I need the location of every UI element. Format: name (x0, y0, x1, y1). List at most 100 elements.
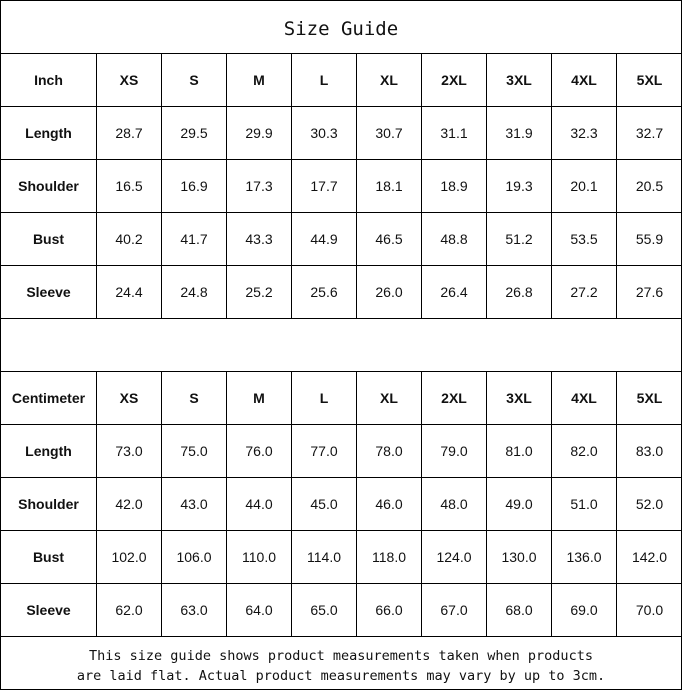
measurement-label: Shoulder (1, 160, 97, 212)
size-header: 2XL (422, 54, 487, 106)
table-row: Length 73.0 75.0 76.0 77.0 78.0 79.0 81.0 82.0 83… (1, 425, 682, 478)
measurement-value: 46.5 (357, 213, 422, 265)
table-row: Bust 102.0 106.0 110.0 114.0 118.0 124.0 130.0 1… (1, 531, 682, 584)
measurement-value: 53.5 (552, 213, 617, 265)
measurement-value: 65.0 (292, 584, 357, 636)
table-row: Length 28.7 29.5 29.9 30.3 30.7 31.1 31.9 32.3 32… (1, 107, 682, 160)
table-row: Shoulder 42.0 43.0 44.0 45.0 46.0 48.0 49.0 51.0… (1, 478, 682, 531)
size-header: XL (357, 372, 422, 424)
measurement-value: 27.2 (552, 266, 617, 318)
note-line-2: are laid flat. Actual product measuremen… (76, 668, 606, 684)
size-header: L (292, 372, 357, 424)
measurement-value: 25.2 (227, 266, 292, 318)
measurement-value: 28.7 (97, 107, 162, 159)
measurement-value: 64.0 (227, 584, 292, 636)
unit-header: Centimeter (1, 372, 97, 424)
table-spacer (1, 319, 681, 372)
table-row: Bust 40.2 41.7 43.3 44.9 46.5 48.8 51.2 53.5 55.9 (1, 213, 682, 266)
measurement-value: 124.0 (422, 531, 487, 583)
measurement-value: 19.3 (487, 160, 552, 212)
measurement-value: 51.2 (487, 213, 552, 265)
size-header: 5XL (636, 72, 663, 88)
size-header: S (162, 372, 227, 424)
measurement-label: Bust (1, 213, 97, 265)
size-header: S (162, 54, 227, 106)
measurement-value: 73.0 (97, 425, 162, 477)
measurement-value: 68.0 (487, 584, 552, 636)
inch-table: Inch XS S M L XL 2XL 3XL 4XL 5XL Length 28.7 29.5 29.… (1, 54, 682, 319)
measurement-value: 30.7 (357, 107, 422, 159)
measurement-value: 130.0 (487, 531, 552, 583)
measurement-value: 32.3 (552, 107, 617, 159)
measurement-value: 81.0 (487, 425, 552, 477)
note-line-1: This size guide shows product measuremen… (89, 648, 593, 664)
measurement-label: Bust (1, 531, 97, 583)
size-header: XS (97, 372, 162, 424)
measurement-value: 62.0 (97, 584, 162, 636)
measurement-value: 24.8 (162, 266, 227, 318)
size-header: L (292, 54, 357, 106)
measurement-value: 82.0 (552, 425, 617, 477)
measurement-value: 66.0 (357, 584, 422, 636)
centimeter-table: Centimeter XS S M L XL 2XL 3XL 4XL 5XL Length 73.0 7… (1, 372, 682, 637)
measurement-value: 16.9 (162, 160, 227, 212)
measurement-value: 40.2 (97, 213, 162, 265)
measurement-value: 20.5 (635, 178, 664, 194)
measurement-value: 83.0 (635, 443, 664, 459)
measurement-value: 45.0 (292, 478, 357, 530)
measurement-value: 42.0 (97, 478, 162, 530)
measurement-value: 44.9 (292, 213, 357, 265)
measurement-value: 32.7 (635, 125, 664, 141)
measurement-value: 75.0 (162, 425, 227, 477)
measurement-value: 31.9 (487, 107, 552, 159)
measurement-label: Sleeve (1, 584, 97, 636)
measurement-value: 17.3 (227, 160, 292, 212)
measurement-value: 18.1 (357, 160, 422, 212)
measurement-label: Length (1, 107, 97, 159)
size-header: XS (97, 54, 162, 106)
measurement-value: 16.5 (97, 160, 162, 212)
measurement-value: 136.0 (552, 531, 617, 583)
measurement-value: 29.5 (162, 107, 227, 159)
table-row: Shoulder 16.5 16.9 17.3 17.7 18.1 18.9 19.3 20.1… (1, 160, 682, 213)
measurement-value: 41.7 (162, 213, 227, 265)
size-header: 2XL (422, 372, 487, 424)
measurement-value: 67.0 (422, 584, 487, 636)
measurement-value: 17.7 (292, 160, 357, 212)
measurement-value: 142.0 (631, 549, 668, 565)
measurement-value: 46.0 (357, 478, 422, 530)
header-row: Inch XS S M L XL 2XL 3XL 4XL 5XL (1, 54, 682, 107)
measurement-value: 118.0 (357, 531, 422, 583)
table-row: Sleeve 62.0 63.0 64.0 65.0 66.0 67.0 68.0 69.0 70… (1, 584, 682, 637)
measurement-value: 106.0 (162, 531, 227, 583)
page-title: Size Guide (1, 1, 681, 54)
measurement-value: 48.8 (422, 213, 487, 265)
measurement-value: 79.0 (422, 425, 487, 477)
measurement-value: 18.9 (422, 160, 487, 212)
size-header: M (227, 54, 292, 106)
measurement-value: 29.9 (227, 107, 292, 159)
measurement-value: 30.3 (292, 107, 357, 159)
measurement-value: 77.0 (292, 425, 357, 477)
measurement-value: 24.4 (97, 266, 162, 318)
table-row: Sleeve 24.4 24.8 25.2 25.6 26.0 26.4 26.8 27.2 27… (1, 266, 682, 319)
size-header: 3XL (487, 54, 552, 106)
size-header: XL (357, 54, 422, 106)
measurement-value: 78.0 (357, 425, 422, 477)
size-header: M (227, 372, 292, 424)
measurement-value: 102.0 (97, 531, 162, 583)
measurement-label: Length (1, 425, 97, 477)
measurement-value: 26.4 (422, 266, 487, 318)
measurement-label: Sleeve (1, 266, 97, 318)
measurement-value: 26.8 (487, 266, 552, 318)
size-header: 4XL (552, 372, 617, 424)
header-row: Centimeter XS S M L XL 2XL 3XL 4XL 5XL (1, 372, 682, 425)
measurement-value: 114.0 (292, 531, 357, 583)
measurement-value: 25.6 (292, 266, 357, 318)
measurement-value: 43.0 (162, 478, 227, 530)
measurement-value: 63.0 (162, 584, 227, 636)
size-header: 5XL (636, 390, 663, 406)
measurement-value: 52.0 (635, 496, 664, 512)
measurement-value: 110.0 (227, 531, 292, 583)
